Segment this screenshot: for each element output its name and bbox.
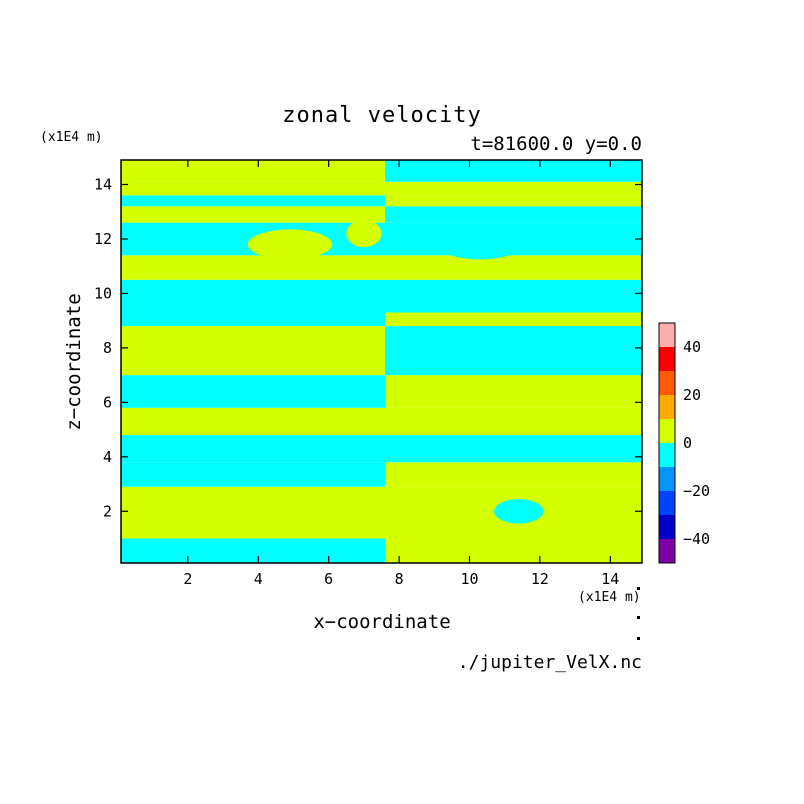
chart-subtitle: t=81600.0 y=0.0 [470,133,642,155]
field-band-left [121,538,386,563]
field-band-left [121,160,386,182]
colorbar-swatch [659,323,675,347]
marker-dots [637,587,640,640]
field-blob [494,499,544,524]
colorbar-swatch [659,515,675,539]
velocity-field [121,160,642,563]
colorbar-swatch [659,371,675,395]
field-band-right [385,326,642,376]
field-band-right [385,181,642,196]
x-tick-label: 4 [254,570,263,588]
field-band-right [385,279,642,313]
colorbar-frame [658,322,676,564]
y-tick-label: 12 [94,230,112,248]
field-band-right [385,195,642,207]
colorbar-tick-label: 40 [683,338,701,356]
colorbar-tick-label: −20 [683,482,710,500]
colorbar-swatch [659,491,675,515]
x-axis-label: x−coordinate [313,611,450,633]
field-band-left [121,312,386,327]
field-band-left [121,255,386,280]
y-tick-label: 6 [103,393,112,411]
colorbar-swatch [659,539,675,563]
field-band-right [385,160,642,182]
field-blob [346,219,382,248]
field-band-left [121,181,386,196]
colorbar-tick-label: 20 [683,386,701,404]
field-band-left [121,326,386,376]
field-band-right [385,312,642,327]
x-tick-label: 2 [183,570,192,588]
colorbar-swatch [659,443,675,467]
y-axis-ticks: 2 4 6 8 10 12 14 [94,176,642,520]
field-blob [247,229,333,260]
field-blob [437,229,523,260]
field-band-right [385,407,642,436]
field-band-right [385,375,642,408]
colorbar-tick-label: −40 [683,530,710,548]
x-tick-label: 12 [531,570,549,588]
field-band-right [385,462,642,487]
x-tick-label: 8 [395,570,404,588]
field-band-right [385,435,642,463]
field-band-left [121,206,386,223]
chart-title: zonal velocity [282,103,481,128]
field-band-right [385,206,642,223]
y-tick-label: 2 [103,502,112,520]
source-file-label: ./jupiter_VelX.nc [458,652,642,673]
x-tick-label: 14 [601,570,619,588]
colorbar-swatch [659,467,675,491]
y-tick-label: 4 [103,448,112,466]
field-band-left [121,407,386,436]
x-tick-label: 10 [460,570,478,588]
y-axis-label: z−coordinate [63,293,85,430]
plot-area: 2 4 6 8 10 12 14 2 4 6 8 10 12 14 [94,159,643,588]
y-tick-label: 14 [94,176,112,194]
field-band-left [121,462,386,487]
field-band-left [121,195,386,207]
y-tick-label: 10 [94,284,112,302]
colorbar-swatch [659,347,675,371]
field-blob [332,376,382,391]
y-unit-label: (x1E4 m) [40,130,103,145]
field-band-right [385,255,642,280]
y-tick-label: 8 [103,339,112,357]
colorbar-swatch [659,419,675,443]
x-unit-label: (x1E4 m) [578,590,641,605]
field-band-left [121,279,386,313]
x-tick-label: 6 [324,570,333,588]
field-blob [230,499,280,524]
x-axis-ticks: 2 4 6 8 10 12 14 [183,160,619,588]
field-band-left [121,435,386,463]
colorbar-tick-label: 0 [683,434,692,452]
plot-frame [120,159,643,564]
field-band-right [385,538,642,563]
colorbar-swatch [659,395,675,419]
colorbar: −40 −20 0 20 40 [658,322,710,564]
